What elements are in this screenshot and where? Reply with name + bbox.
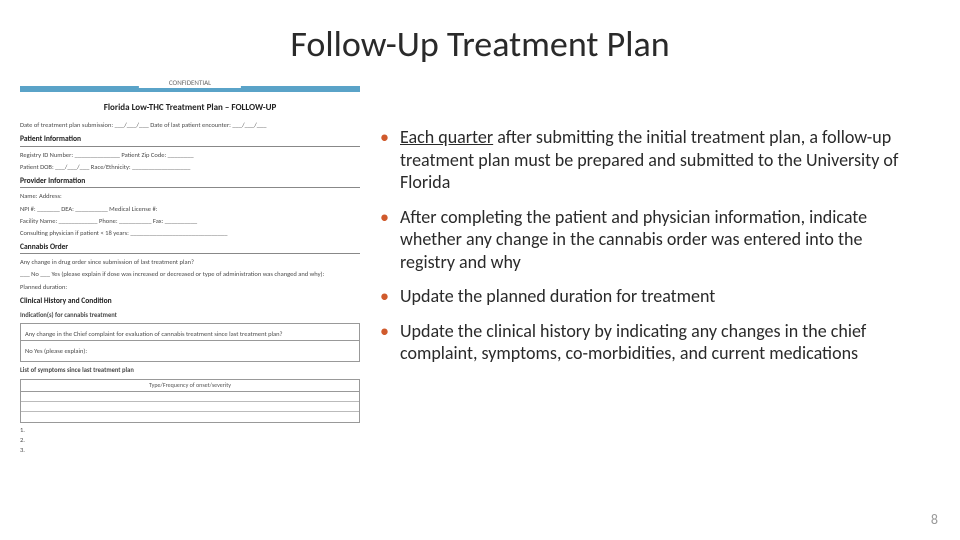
clinical-table-q: Any change in the Chief complaint for ev… <box>21 328 359 341</box>
section-patient-header: Patient Information <box>20 135 360 146</box>
confidential-bar: CONFIDENTIAL <box>20 86 360 92</box>
cannabis-line-1: Any change in drug order since submissio… <box>20 258 360 266</box>
provider-line-4: Consulting physician if patient < 18 yea… <box>20 229 360 237</box>
bullet-item: Update the clinical history by indicatin… <box>378 320 920 365</box>
patient-line-2: Patient DOB: ___/___/___ Race/Ethnicity:… <box>20 163 360 171</box>
bullet-panel: Each quarter after submitting the initia… <box>378 86 940 456</box>
list-item: 2. <box>20 436 360 444</box>
page-number: 8 <box>931 511 938 528</box>
form-date-line: Date of treatment plan submission: ___/_… <box>20 121 360 129</box>
section-provider-header: Provider Information <box>20 177 360 188</box>
bullet-item: Each quarter after submitting the initia… <box>378 126 920 194</box>
list-item: 1. <box>20 426 360 434</box>
table-row <box>21 402 359 412</box>
patient-line-1: Registry ID Number: ______________ Patie… <box>20 151 360 159</box>
section-cannabis-header: Cannabis Order <box>20 243 360 254</box>
confidential-label: CONFIDENTIAL <box>139 79 241 88</box>
section-clinical-header: Clinical History and Condition <box>20 297 360 307</box>
provider-line-3: Facility Name: ____________ Phone: _____… <box>20 217 360 225</box>
slide-title: Follow-Up Treatment Plan <box>0 0 960 86</box>
clinical-col-header: Type/Frequency of onset/severity <box>21 380 359 393</box>
bullet-lead-underline: Each quarter <box>400 126 493 148</box>
provider-line-2: NPI #: _______ DEA: __________ Medical L… <box>20 205 360 213</box>
cannabis-line-3: Planned duration: <box>20 283 360 291</box>
symptom-numbers: 1. 2. 3. <box>20 426 360 454</box>
clinical-table-a: No Yes (please explain): <box>21 345 359 357</box>
bullet-list: Each quarter after submitting the initia… <box>378 126 920 365</box>
table-row <box>21 412 359 422</box>
content-row: CONFIDENTIAL Florida Low-THC Treatment P… <box>0 86 960 456</box>
clinical-sub1: Indication(s) for cannabis treatment <box>20 311 360 319</box>
bullet-item: Update the planned duration for treatmen… <box>378 285 920 308</box>
form-preview: CONFIDENTIAL Florida Low-THC Treatment P… <box>20 86 360 456</box>
clinical-table-2: Type/Frequency of onset/severity <box>20 379 360 424</box>
provider-line-1: Name: Address: <box>20 192 360 200</box>
cannabis-line-2: ___ No ___ Yes (please explain if dose w… <box>20 270 360 278</box>
table-row <box>21 392 359 402</box>
form-title: Florida Low-THC Treatment Plan – FOLLOW-… <box>20 102 360 113</box>
bullet-item: After completing the patient and physici… <box>378 206 920 274</box>
clinical-sub2: List of symptoms since last treatment pl… <box>20 366 360 374</box>
clinical-table-1: Any change in the Chief complaint for ev… <box>20 323 360 362</box>
list-item: 3. <box>20 446 360 454</box>
